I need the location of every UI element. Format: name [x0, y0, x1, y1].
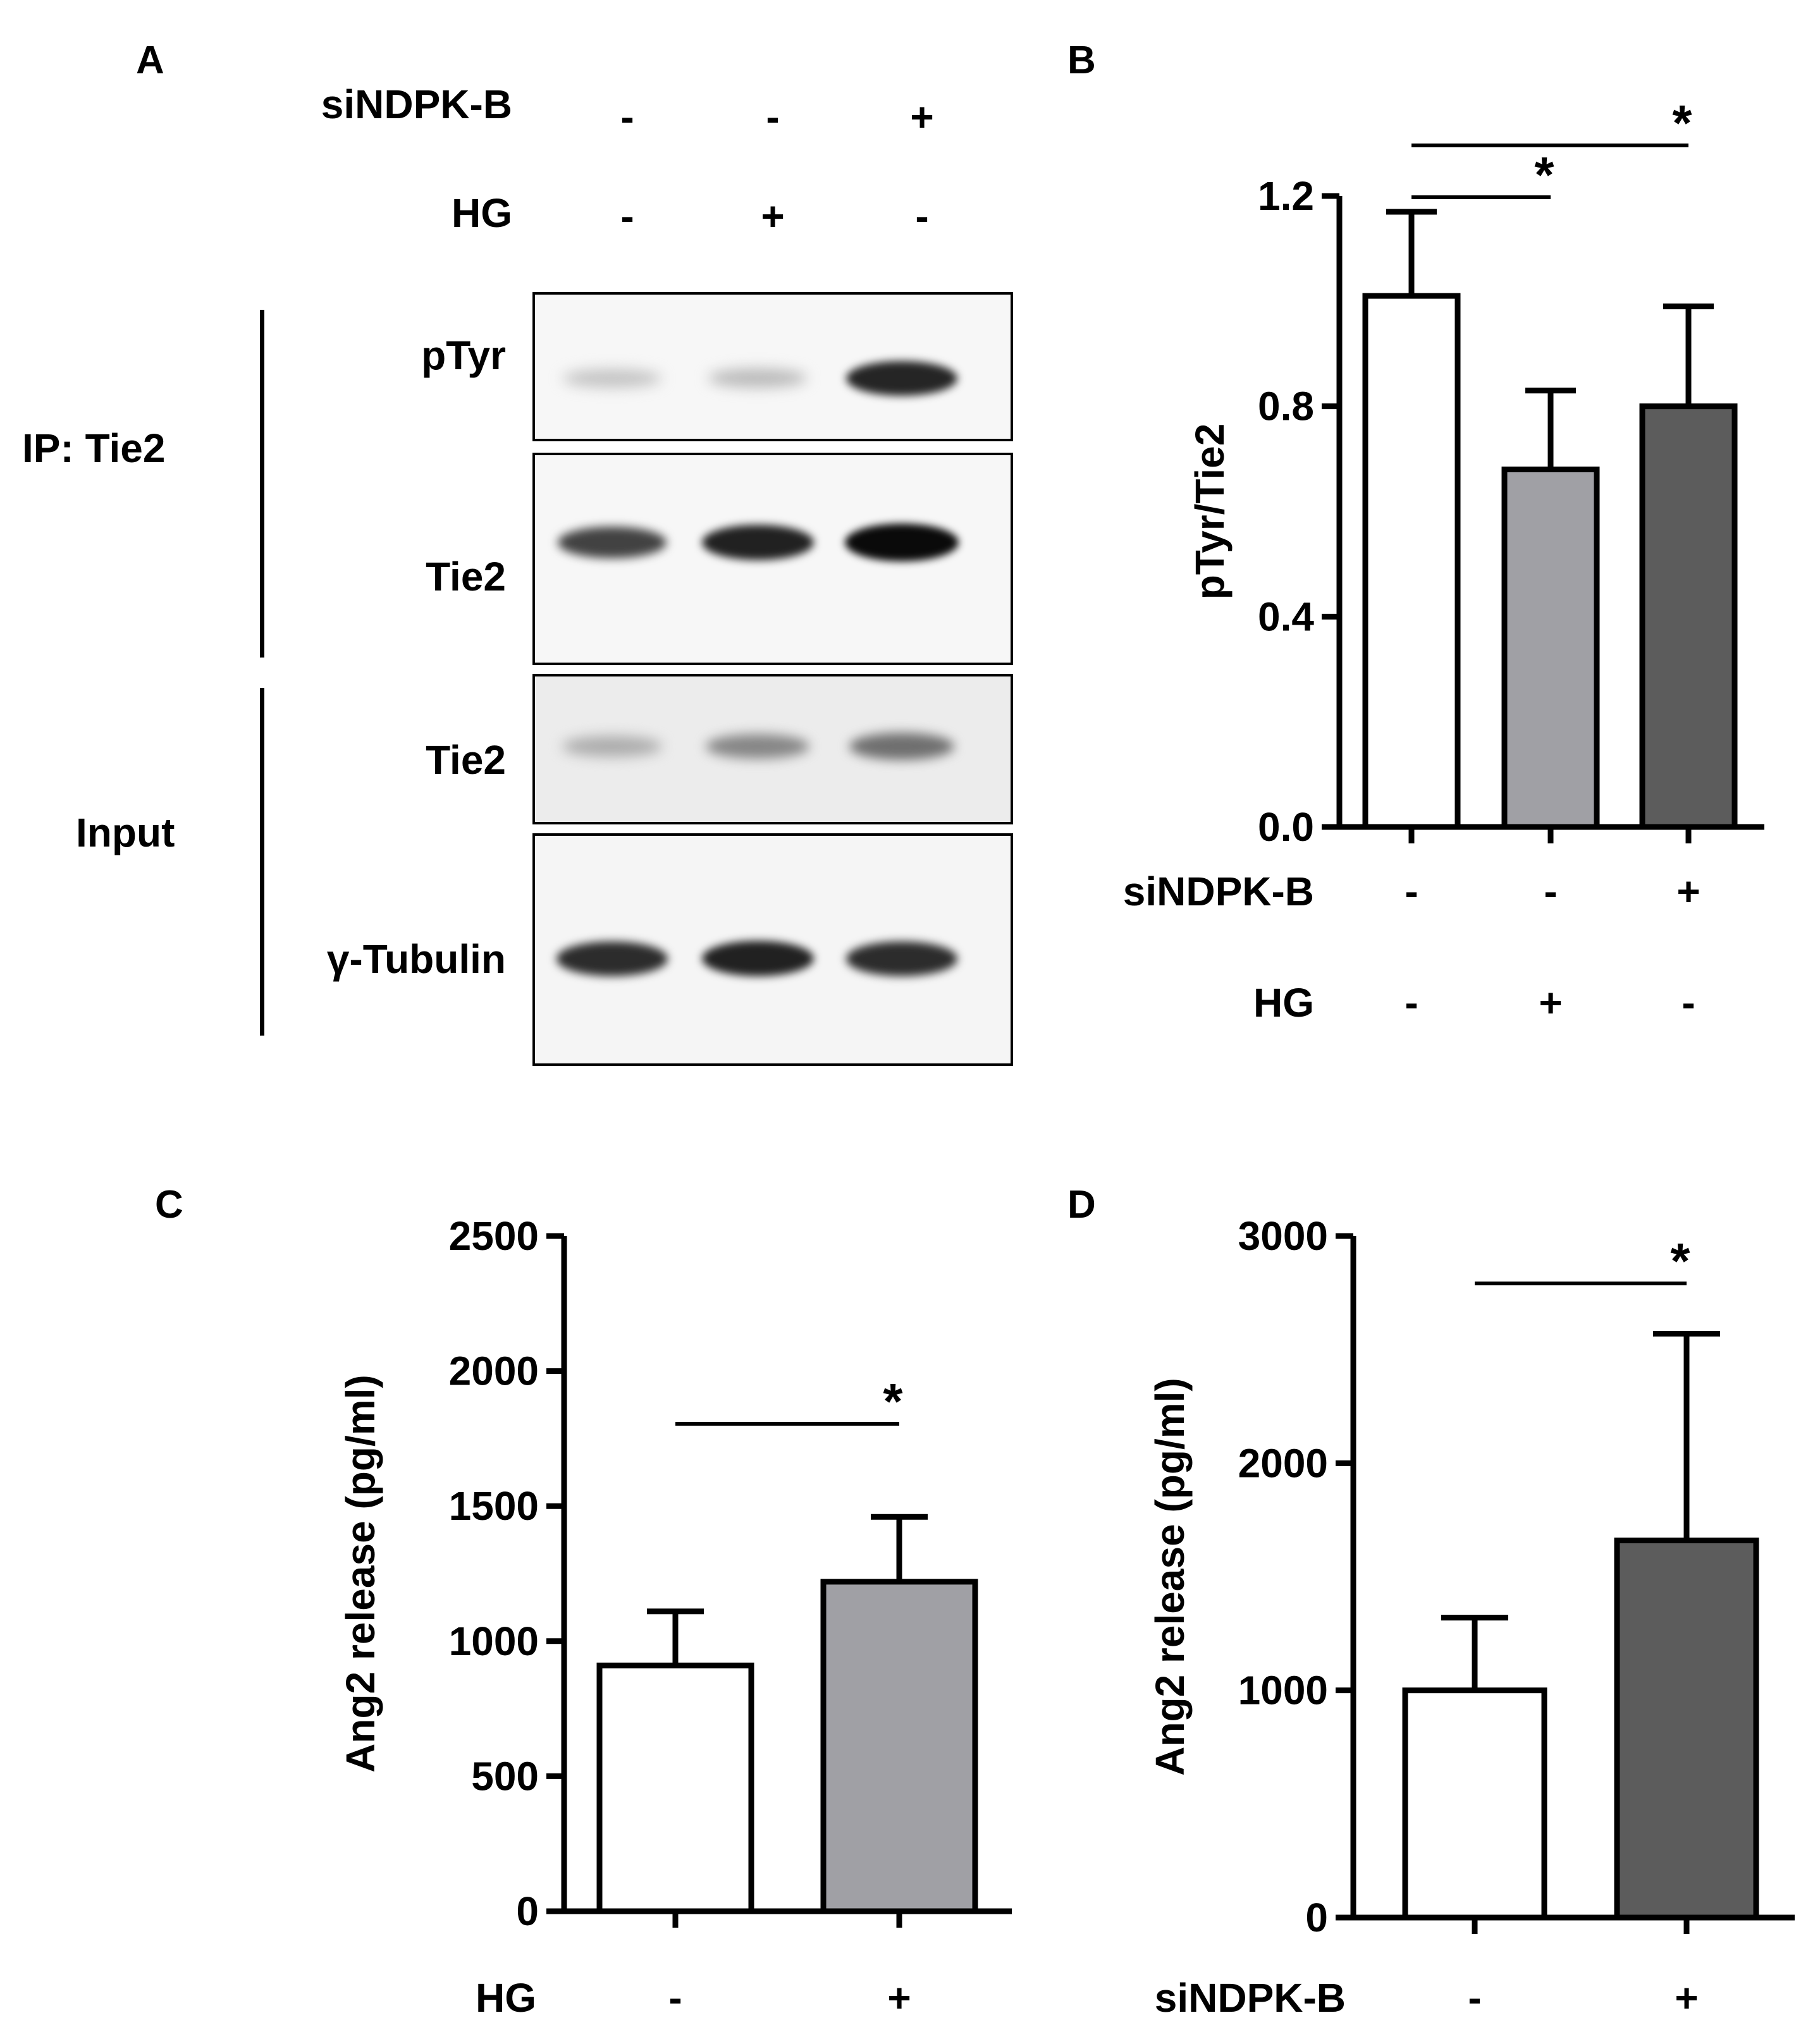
y-tick-label: 0.0: [1258, 804, 1314, 850]
blot-band: [708, 369, 808, 388]
group-label-input: Input: [76, 810, 175, 855]
y-tick-label: 2000: [449, 1349, 539, 1394]
x-condition-sign: +: [1676, 869, 1700, 914]
blot-band: [557, 526, 667, 558]
significance-mark: *: [1534, 147, 1554, 203]
y-tick-label: 0.4: [1258, 594, 1314, 639]
y-tick-label: 0: [1305, 1895, 1328, 1940]
blot-band: [562, 736, 663, 757]
blot-row-label-tie2-ip: Tie2: [426, 554, 506, 599]
blot-sign: +: [761, 193, 785, 239]
blot-image-gamma-tubulin: [532, 833, 1013, 1066]
blot-sign: -: [915, 193, 929, 239]
blot-sign: -: [620, 193, 634, 239]
x-condition-sign: +: [1539, 980, 1562, 1025]
y-tick-label: 3000: [1238, 1213, 1328, 1259]
x-condition-sign: +: [1675, 1975, 1698, 2021]
blot-sign: -: [620, 94, 634, 140]
bar: [1402, 1687, 1547, 1921]
x-condition-label: siNDPK-B: [1155, 1975, 1346, 2021]
y-axis-label: pTyr/Tie2: [1187, 424, 1233, 600]
panel-label-c: C: [155, 1183, 183, 1227]
y-tick-label: 1500: [449, 1483, 539, 1529]
blot-row-label-ptyr: pTyr: [421, 333, 506, 378]
blot-band: [846, 941, 957, 976]
panel-label-b: B: [1067, 39, 1096, 82]
bar: [1614, 1538, 1759, 1921]
x-condition-sign: -: [1405, 980, 1418, 1025]
blot-condition-label-sindpkb: siNDPK-B: [321, 82, 512, 127]
y-tick-label: 2500: [449, 1213, 539, 1259]
blot-sign: -: [766, 94, 780, 140]
bar: [1362, 293, 1461, 830]
y-tick-label: 0: [516, 1888, 539, 1934]
x-condition-sign: -: [1544, 869, 1557, 914]
y-tick-label: 1000: [1238, 1668, 1328, 1713]
y-axis-label: Ang2 release (pg/ml): [338, 1374, 383, 1773]
blot-band: [701, 941, 814, 977]
blot-image-ptyr: [532, 292, 1013, 441]
y-axis-label: Ang2 release (pg/ml): [1147, 1378, 1193, 1776]
group-label-ip-tie2: IP: Tie2: [22, 425, 166, 471]
blot-image-tie2-input: [532, 674, 1013, 824]
bar: [1501, 466, 1600, 830]
x-condition-sign: -: [1682, 980, 1695, 1025]
blot-band: [845, 523, 959, 561]
x-condition-sign: +: [887, 1975, 911, 2021]
x-condition-sign: -: [1405, 869, 1418, 914]
blot-band: [845, 360, 958, 396]
y-tick-label: 500: [471, 1753, 539, 1799]
x-condition-sign: -: [668, 1975, 682, 2021]
x-condition-sign: -: [1468, 1975, 1481, 2021]
input-group-bracket: [260, 688, 264, 1036]
blot-row-label-gamma-tubulin: γ-Tubulin: [326, 936, 506, 982]
blot-image-tie2-ip: [532, 453, 1013, 665]
y-tick-label: 0.8: [1258, 384, 1314, 429]
significance-mark: *: [1672, 95, 1692, 151]
blot-band: [556, 941, 668, 976]
x-condition-label: HG: [1253, 980, 1314, 1025]
significance-mark: *: [883, 1373, 903, 1429]
blot-sign: +: [910, 94, 934, 140]
x-condition-label: HG: [476, 1975, 536, 2021]
y-tick-label: 1000: [449, 1619, 539, 1664]
panel-label-d: D: [1067, 1183, 1096, 1227]
blot-band: [849, 732, 955, 760]
blot-band: [701, 524, 814, 560]
bar: [820, 1579, 978, 1914]
blot-condition-label-hg: HG: [452, 190, 512, 236]
ip-group-bracket: [260, 310, 264, 658]
panel-label-a: A: [136, 39, 164, 82]
blot-row-label-tie2-input: Tie2: [426, 737, 506, 783]
significance-mark: *: [1670, 1233, 1690, 1289]
blot-band: [563, 369, 661, 388]
blot-band: [706, 733, 809, 759]
y-tick-label: 1.2: [1258, 173, 1314, 219]
y-tick-label: 2000: [1238, 1440, 1328, 1486]
x-condition-label: siNDPK-B: [1123, 869, 1314, 914]
